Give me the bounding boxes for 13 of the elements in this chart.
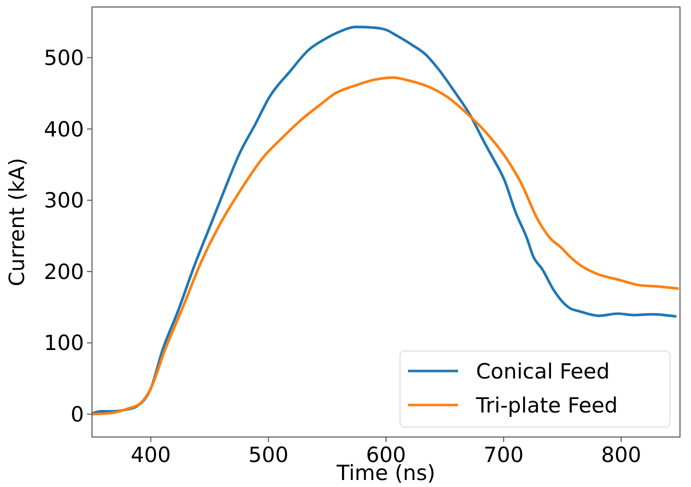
x-tick-label: 800 xyxy=(601,443,642,467)
legend-label: Tri-plate Feed xyxy=(475,393,618,418)
y-tick-label: 100 xyxy=(44,331,84,356)
x-tick-label: 500 xyxy=(248,443,288,467)
x-tick-label: 400 xyxy=(130,443,171,467)
y-tick-label: 500 xyxy=(44,46,84,70)
y-axis-title: Current (kA) xyxy=(5,158,29,286)
x-tick-label: 700 xyxy=(484,443,524,467)
legend-label: Conical Feed xyxy=(476,359,610,384)
y-tick-label: 400 xyxy=(44,117,84,142)
y-tick-label: 0 xyxy=(70,402,84,427)
y-tick-label: 300 xyxy=(44,188,84,213)
y-tick-label: 200 xyxy=(44,260,84,284)
